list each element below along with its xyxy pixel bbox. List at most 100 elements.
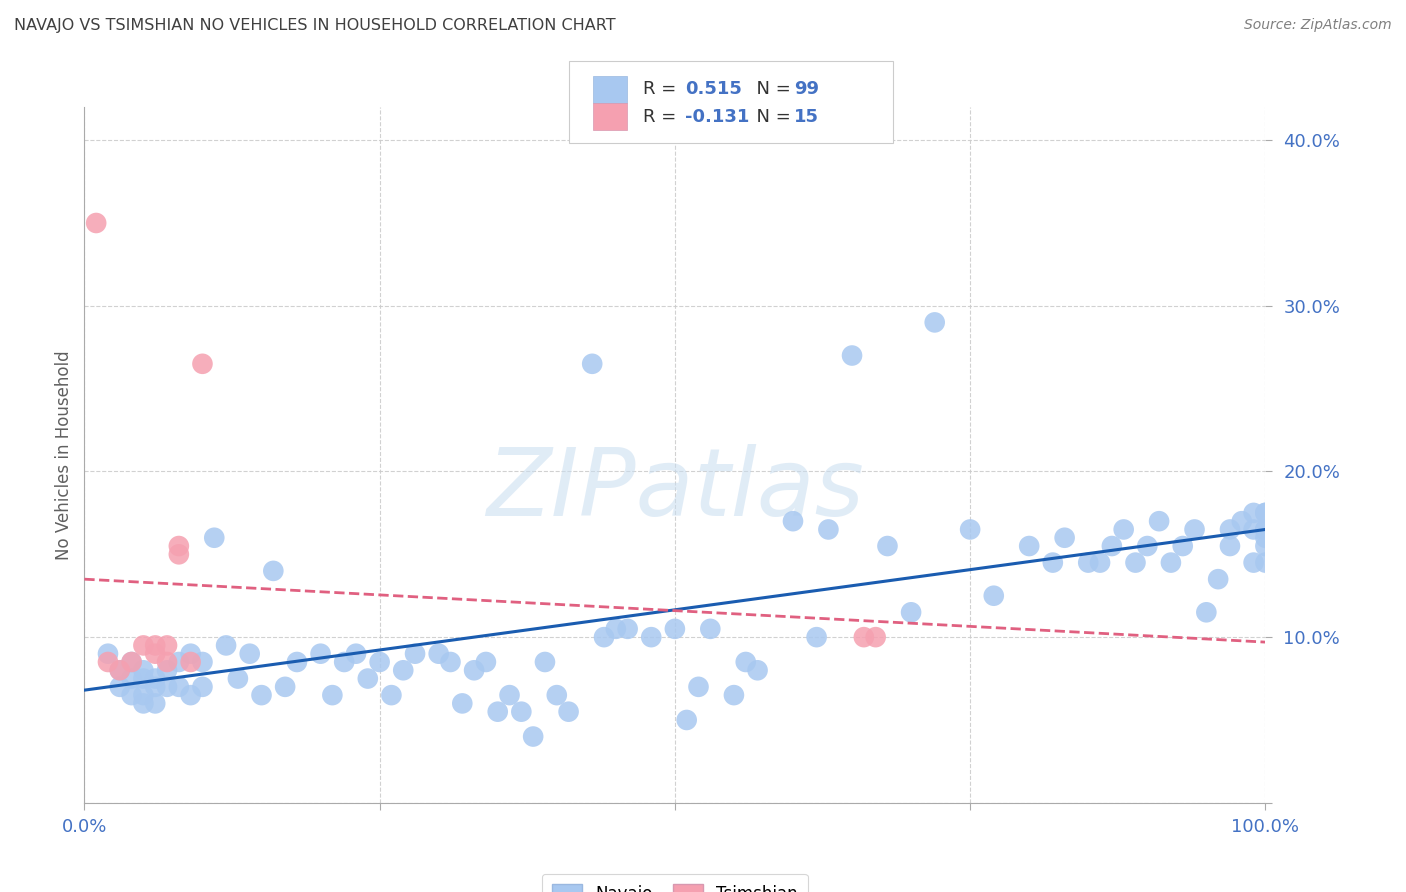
- Point: [357, 672, 380, 686]
- Point: [959, 523, 981, 537]
- Point: [581, 357, 603, 371]
- Point: [132, 672, 155, 686]
- Point: [392, 663, 415, 677]
- Point: [167, 547, 190, 561]
- Point: [522, 730, 544, 744]
- Point: [675, 713, 697, 727]
- Point: [475, 655, 498, 669]
- Point: [1254, 506, 1277, 520]
- Point: [180, 647, 202, 661]
- Point: [191, 680, 214, 694]
- Point: [534, 655, 557, 669]
- Point: [427, 647, 450, 661]
- Point: [1184, 523, 1206, 537]
- Point: [734, 655, 756, 669]
- Point: [806, 630, 828, 644]
- Text: -0.131: -0.131: [685, 108, 749, 126]
- Y-axis label: No Vehicles in Household: No Vehicles in Household: [55, 350, 73, 560]
- Point: [108, 663, 131, 677]
- Point: [1206, 572, 1229, 586]
- Point: [1101, 539, 1123, 553]
- Point: [285, 655, 308, 669]
- Point: [817, 523, 839, 537]
- Point: [143, 680, 166, 694]
- Point: [747, 663, 769, 677]
- Text: 15: 15: [794, 108, 820, 126]
- Point: [108, 680, 131, 694]
- Point: [380, 688, 402, 702]
- Point: [1147, 514, 1170, 528]
- Point: [605, 622, 627, 636]
- Point: [1195, 605, 1218, 619]
- Point: [97, 655, 120, 669]
- Point: [309, 647, 332, 661]
- Point: [167, 539, 190, 553]
- Text: R =: R =: [643, 108, 682, 126]
- Point: [841, 349, 863, 363]
- Point: [546, 688, 568, 702]
- Point: [180, 655, 202, 669]
- Legend: Navajo, Tsimshian: Navajo, Tsimshian: [543, 874, 807, 892]
- Point: [782, 514, 804, 528]
- Text: 99: 99: [794, 80, 820, 98]
- Point: [1254, 523, 1277, 537]
- Point: [167, 655, 190, 669]
- Point: [108, 663, 131, 677]
- Point: [983, 589, 1005, 603]
- Point: [1230, 514, 1253, 528]
- Point: [191, 357, 214, 371]
- Point: [202, 531, 225, 545]
- Point: [121, 672, 143, 686]
- Point: [191, 655, 214, 669]
- Point: [1254, 531, 1277, 545]
- Point: [876, 539, 898, 553]
- Text: ZIPatlas: ZIPatlas: [486, 444, 863, 535]
- Point: [439, 655, 461, 669]
- Point: [865, 630, 887, 644]
- Point: [510, 705, 533, 719]
- Point: [1042, 556, 1064, 570]
- Point: [167, 680, 190, 694]
- Point: [900, 605, 922, 619]
- Point: [239, 647, 262, 661]
- Point: [1136, 539, 1159, 553]
- Point: [723, 688, 745, 702]
- Point: [1219, 523, 1241, 537]
- Point: [1243, 506, 1265, 520]
- Point: [688, 680, 710, 694]
- Point: [262, 564, 284, 578]
- Point: [1053, 531, 1076, 545]
- Text: NAVAJO VS TSIMSHIAN NO VEHICLES IN HOUSEHOLD CORRELATION CHART: NAVAJO VS TSIMSHIAN NO VEHICLES IN HOUSE…: [14, 18, 616, 33]
- Point: [1219, 539, 1241, 553]
- Point: [143, 647, 166, 661]
- Point: [1243, 556, 1265, 570]
- Point: [1018, 539, 1040, 553]
- Text: Source: ZipAtlas.com: Source: ZipAtlas.com: [1244, 18, 1392, 32]
- Point: [498, 688, 520, 702]
- Point: [1243, 523, 1265, 537]
- Point: [156, 663, 179, 677]
- Point: [593, 630, 616, 644]
- Point: [1077, 556, 1099, 570]
- Point: [404, 647, 426, 661]
- Point: [84, 216, 107, 230]
- Point: [557, 705, 579, 719]
- Point: [321, 688, 343, 702]
- Point: [333, 655, 356, 669]
- Point: [226, 672, 249, 686]
- Point: [132, 697, 155, 711]
- Point: [132, 663, 155, 677]
- Point: [1171, 539, 1194, 553]
- Point: [143, 672, 166, 686]
- Point: [344, 647, 367, 661]
- Point: [250, 688, 273, 702]
- Point: [132, 688, 155, 702]
- Point: [852, 630, 875, 644]
- Point: [1112, 523, 1135, 537]
- Point: [368, 655, 391, 669]
- Point: [143, 639, 166, 653]
- Point: [924, 315, 946, 329]
- Point: [1254, 556, 1277, 570]
- Point: [1254, 506, 1277, 520]
- Point: [1254, 523, 1277, 537]
